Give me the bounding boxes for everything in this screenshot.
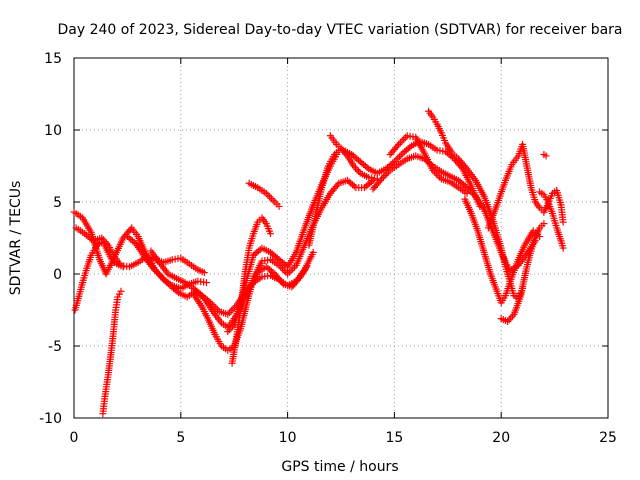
x-tick-label: 10 xyxy=(279,430,297,446)
data-point-marker xyxy=(400,135,408,143)
y-tick-label: 10 xyxy=(44,123,62,139)
data-point-marker xyxy=(396,139,404,147)
data-point-marker xyxy=(429,166,437,174)
x-tick-label: 15 xyxy=(385,430,403,446)
data-point-marker xyxy=(156,271,164,279)
data-point-marker xyxy=(159,275,167,283)
data-point-marker xyxy=(559,244,567,252)
data-point-marker xyxy=(149,264,157,272)
y-tick-label: 15 xyxy=(44,51,62,67)
data-point-marker xyxy=(262,189,270,197)
data-point-marker xyxy=(277,263,285,271)
y-tick-label: -10 xyxy=(39,411,62,427)
data-point-marker xyxy=(278,265,286,273)
data-point-marker xyxy=(224,310,232,318)
data-point-marker xyxy=(88,235,96,243)
data-point-marker xyxy=(269,196,277,204)
data-point-marker xyxy=(383,170,391,178)
x-tick-label: 20 xyxy=(492,430,510,446)
data-point-marker xyxy=(287,267,295,275)
y-tick-label: 5 xyxy=(53,195,62,211)
data-point-marker xyxy=(264,191,272,199)
data-point-marker xyxy=(214,306,222,314)
data-point-marker xyxy=(163,278,171,286)
data-point-marker xyxy=(267,230,275,238)
data-point-marker xyxy=(280,267,288,275)
x-tick-label: 0 xyxy=(70,430,79,446)
data-point-marker xyxy=(378,175,386,183)
data-point-marker xyxy=(396,152,404,160)
data-point-marker xyxy=(431,168,439,176)
data-point-marker xyxy=(353,166,361,174)
data-point-marker xyxy=(350,182,358,190)
data-point-marker xyxy=(200,269,208,277)
data-point-marker xyxy=(395,140,403,148)
data-point-marker xyxy=(379,173,387,181)
data-point-marker xyxy=(161,276,169,284)
data-point-marker xyxy=(158,273,166,281)
data-point-marker xyxy=(227,307,235,315)
data-point-marker xyxy=(363,163,371,171)
data-point-marker xyxy=(462,163,470,171)
data-point-marker xyxy=(505,316,513,324)
x-axis-label: GPS time / hours xyxy=(281,459,398,475)
data-point-marker xyxy=(210,302,218,310)
data-point-marker xyxy=(207,299,215,307)
data-point-marker xyxy=(119,263,127,271)
data-point-marker xyxy=(208,301,216,309)
data-point-marker xyxy=(540,220,548,228)
y-tick-label: 0 xyxy=(53,267,62,283)
data-point-marker xyxy=(205,297,213,305)
data-point-marker xyxy=(266,193,274,201)
data-point-marker xyxy=(392,156,400,164)
data-point-marker xyxy=(559,218,567,226)
data-point-marker xyxy=(202,279,210,287)
data-point-marker xyxy=(151,266,159,274)
data-point-marker xyxy=(333,181,341,189)
data-point-marker xyxy=(432,170,440,178)
y-tick-label: -5 xyxy=(48,339,62,355)
data-point-marker xyxy=(542,152,550,160)
data-point-marker xyxy=(117,287,125,295)
plot-frame xyxy=(73,57,609,419)
data-point-marker xyxy=(289,265,297,273)
grid xyxy=(74,58,608,418)
data-point-marker xyxy=(384,168,392,176)
data-point-marker xyxy=(309,248,317,256)
data-point-marker xyxy=(275,202,283,210)
data-point-marker xyxy=(285,268,293,276)
data-points xyxy=(70,107,567,418)
data-point-marker xyxy=(164,280,172,288)
data-point-marker xyxy=(154,269,162,277)
data-point-marker xyxy=(376,177,384,185)
x-tick-label: 5 xyxy=(176,430,185,446)
data-point-marker xyxy=(470,191,478,199)
data-point-marker xyxy=(406,143,414,151)
y-axis-ticks: -10 -5 0 5 10 15 xyxy=(39,51,608,427)
data-point-marker xyxy=(393,142,401,150)
data-point-marker xyxy=(402,133,410,141)
data-point-marker xyxy=(284,270,292,278)
x-axis-ticks: 0 5 10 15 20 25 xyxy=(70,58,617,446)
data-point-marker xyxy=(212,304,220,312)
data-point-marker xyxy=(398,137,406,145)
data-point-marker xyxy=(381,172,389,180)
data-point-marker xyxy=(394,154,402,162)
data-point-marker xyxy=(436,173,444,181)
data-point-marker xyxy=(226,309,234,317)
data-point-marker xyxy=(434,172,442,180)
data-point-marker xyxy=(463,189,471,197)
chart-title: Day 240 of 2023, Sidereal Day-to-day VTE… xyxy=(57,22,622,38)
x-tick-label: 25 xyxy=(599,430,617,446)
data-point-marker xyxy=(465,185,473,193)
y-axis-label: SDTVAR / TECUs xyxy=(8,181,24,296)
data-point-marker xyxy=(290,263,298,271)
data-point-marker xyxy=(267,195,275,203)
data-point-marker xyxy=(152,268,160,276)
data-point-marker xyxy=(397,151,405,159)
data-point-marker xyxy=(173,287,181,295)
